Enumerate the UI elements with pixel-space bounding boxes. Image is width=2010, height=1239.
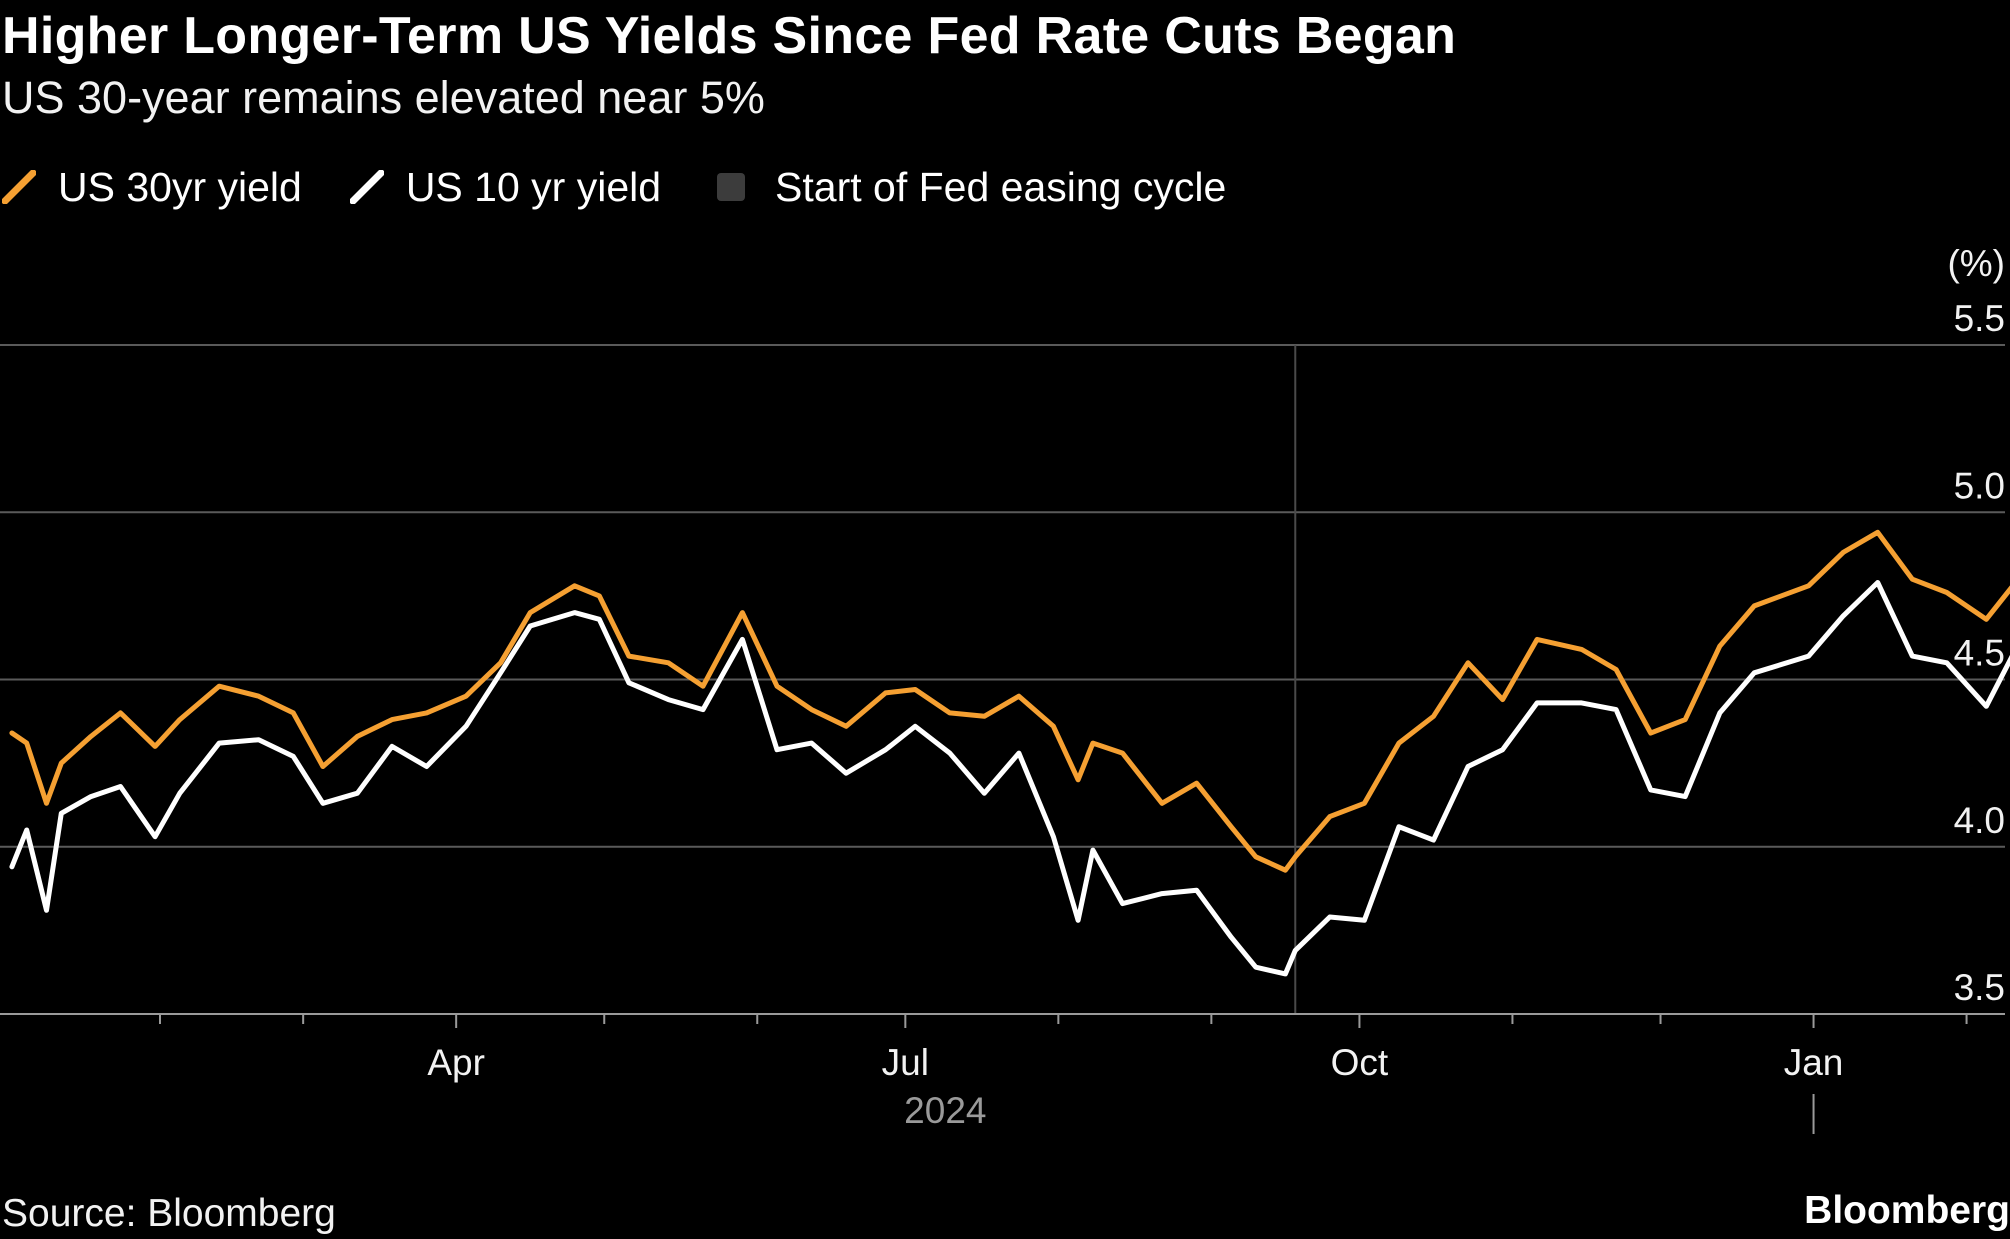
legend: US 30yr yield US 10 yr yield Start of Fe… — [2, 162, 1274, 212]
legend-label-10yr: US 10 yr yield — [405, 163, 662, 210]
brand-logo: Bloomberg — [1804, 1189, 2010, 1232]
legend-item-10yr: US 10 yr yield — [349, 163, 662, 211]
source-note: Source: Bloomberg — [2, 1192, 336, 1235]
y-tick-label: 4.0 — [1954, 800, 2005, 841]
legend-swatch-10yr — [349, 170, 384, 204]
x-tick-label: Oct — [1331, 1042, 1389, 1083]
legend-item-event: Start of Fed easing cycle — [709, 164, 1226, 211]
chart-title: Higher Longer-Term US Yields Since Fed R… — [2, 7, 1457, 65]
x-year-label: 2024 — [904, 1090, 986, 1131]
chart-subtitle: US 30-year remains elevated near 5% — [2, 72, 765, 123]
x-tick-label: Jul — [882, 1042, 929, 1083]
y-tick-label: 4.5 — [1954, 633, 2005, 674]
x-tick-label: Jan — [1784, 1042, 1844, 1083]
series-line-10yr — [9, 580, 2010, 977]
legend-label-30yr: US 30yr yield — [58, 163, 302, 210]
y-tick-label: 5.0 — [1954, 465, 2005, 506]
y-tick-label: 5.5 — [1954, 298, 2005, 339]
legend-swatch-30yr — [2, 170, 36, 204]
y-tick-label: 3.5 — [1954, 967, 2005, 1008]
x-tick-label: Apr — [427, 1042, 485, 1083]
legend-item-30yr: US 30yr yield — [2, 164, 302, 211]
series-line-30yr — [9, 529, 2010, 873]
y-axis-unit-label: (%) — [1947, 243, 2005, 284]
legend-label-event: Start of Fed easing cycle — [775, 163, 1227, 210]
legend-swatch-event — [717, 173, 746, 201]
